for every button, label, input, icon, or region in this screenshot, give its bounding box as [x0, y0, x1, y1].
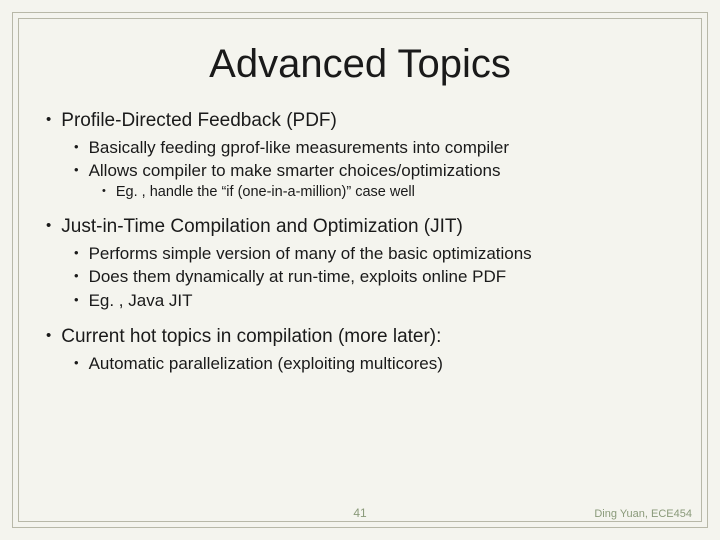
slide-title: Advanced Topics — [46, 42, 674, 87]
bullet-text: Current hot topics in compilation (more … — [61, 325, 441, 349]
list-item: • Automatic parallelization (exploiting … — [74, 353, 674, 374]
bullet-icon: • — [102, 183, 106, 201]
bullet-icon: • — [74, 137, 79, 158]
bullet-icon: • — [46, 325, 51, 349]
bullet-text: Just-in-Time Compilation and Optimizatio… — [61, 215, 463, 239]
list-item: • Does them dynamically at run-time, exp… — [74, 266, 674, 287]
bullet-text: Profile-Directed Feedback (PDF) — [61, 109, 337, 133]
bullet-text: Allows compiler to make smarter choices/… — [89, 160, 501, 181]
bullet-icon: • — [74, 290, 79, 311]
bullet-icon: • — [46, 215, 51, 239]
bullet-icon: • — [74, 160, 79, 181]
bullet-text: Eg. , Java JIT — [89, 290, 193, 311]
list-item: • Performs simple version of many of the… — [74, 243, 674, 264]
bullet-icon: • — [74, 243, 79, 264]
bullet-text: Performs simple version of many of the b… — [89, 243, 532, 264]
bullet-icon: • — [74, 266, 79, 287]
footer-credit: Ding Yuan, ECE454 — [594, 508, 692, 520]
list-item: • Eg. , handle the “if (one-in-a-million… — [102, 183, 674, 201]
bullet-icon: • — [46, 109, 51, 133]
list-item: • Basically feeding gprof-like measureme… — [74, 137, 674, 158]
bullet-text: Eg. , handle the “if (one-in-a-million)”… — [116, 183, 415, 201]
list-item: • Current hot topics in compilation (mor… — [46, 325, 674, 374]
list-item: • Allows compiler to make smarter choice… — [74, 160, 674, 201]
slide-content: Advanced Topics • Profile-Directed Feedb… — [18, 18, 702, 522]
slide-number: 41 — [353, 506, 366, 520]
bullet-list: • Profile-Directed Feedback (PDF) • Basi… — [46, 109, 674, 374]
bullet-text: Automatic parallelization (exploiting mu… — [89, 353, 443, 374]
list-item: • Profile-Directed Feedback (PDF) • Basi… — [46, 109, 674, 201]
list-item: • Just-in-Time Compilation and Optimizat… — [46, 215, 674, 311]
bullet-text: Basically feeding gprof-like measurement… — [89, 137, 509, 158]
list-item: • Eg. , Java JIT — [74, 290, 674, 311]
bullet-icon: • — [74, 353, 79, 374]
bullet-text: Does them dynamically at run-time, explo… — [89, 266, 507, 287]
